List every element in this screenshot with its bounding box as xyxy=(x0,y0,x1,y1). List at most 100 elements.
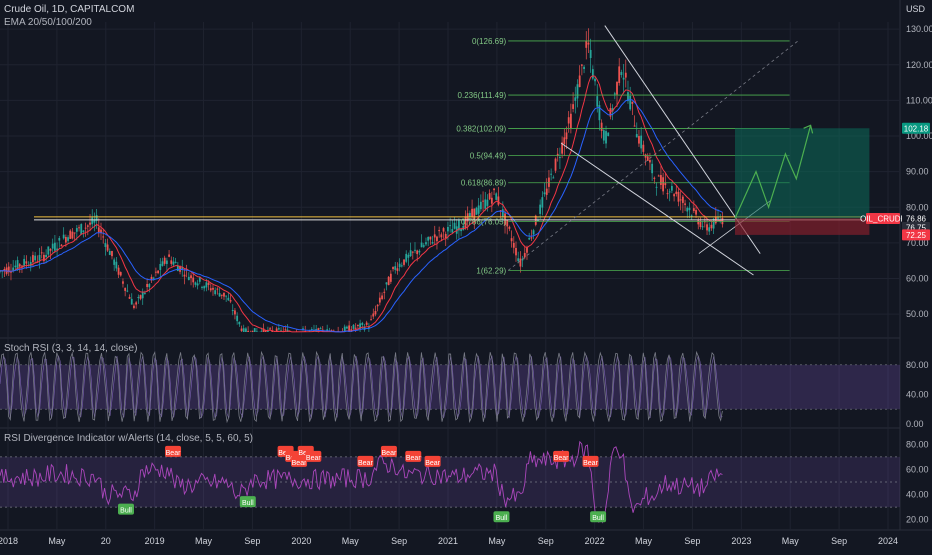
stoch-rsi-legend[interactable]: Stoch RSI (3, 3, 14, 14, close) xyxy=(4,343,137,354)
candle-body xyxy=(366,323,368,325)
candle-body xyxy=(577,84,579,98)
candle-body xyxy=(434,234,436,237)
candle-body xyxy=(693,208,695,211)
candle-body xyxy=(85,228,87,229)
candle-body xyxy=(408,255,410,258)
candle-body xyxy=(625,73,627,78)
rsi-divergence-legend[interactable]: RSI Divergence Indicator w/Alerts (14, c… xyxy=(4,433,253,444)
candle-body xyxy=(269,328,271,329)
candle-body xyxy=(159,264,161,270)
candle-body xyxy=(69,231,71,239)
candle-body xyxy=(405,254,407,262)
candle-body xyxy=(236,316,238,321)
fib-level-label: 0.382(102.09) xyxy=(456,125,506,134)
price-tick-label: 110.00 xyxy=(906,95,932,105)
candle-body xyxy=(118,268,120,275)
candle-body xyxy=(394,266,396,270)
candle-body xyxy=(91,218,93,225)
candle-body xyxy=(581,65,583,66)
time-tick-label: Sep xyxy=(538,536,554,546)
candle-body xyxy=(361,323,363,325)
candle-body xyxy=(509,227,511,229)
rsi-tick-label: 80.00 xyxy=(906,439,929,449)
candle-body xyxy=(238,322,240,324)
candle-body xyxy=(216,289,218,290)
candle-body xyxy=(225,296,227,297)
candle-body xyxy=(381,296,383,300)
candle-body xyxy=(410,250,412,256)
candle-body xyxy=(210,288,212,290)
candle-body xyxy=(682,197,684,203)
candle-body xyxy=(184,275,186,277)
price-tick-label: 130.00 xyxy=(906,24,932,34)
candle-body xyxy=(478,205,480,213)
candle-body xyxy=(14,266,16,267)
candle-body xyxy=(45,255,47,257)
candle-body xyxy=(346,327,348,329)
candle-body xyxy=(539,205,541,214)
candle-body xyxy=(355,328,357,329)
candle-body xyxy=(605,131,607,143)
candle-body xyxy=(153,278,155,279)
candle-body xyxy=(39,255,41,261)
bear-signal-label: Bear xyxy=(425,460,440,467)
candle-body xyxy=(129,297,131,299)
candle-body xyxy=(684,203,686,204)
candle-body xyxy=(671,186,673,191)
candle-body xyxy=(664,183,666,185)
candle-body xyxy=(574,97,576,101)
bull-signal-label: Bull xyxy=(592,515,604,522)
candle-body xyxy=(162,261,164,266)
candle-body xyxy=(146,284,148,287)
fib-level-label: 0.618(86.89) xyxy=(461,179,507,188)
candle-body xyxy=(568,117,570,123)
candle-body xyxy=(52,244,54,249)
candle-body xyxy=(144,293,146,294)
candle-body xyxy=(168,254,170,256)
candle-body xyxy=(711,225,713,228)
candle-body xyxy=(601,123,603,131)
candle-body xyxy=(675,192,677,194)
candle-body xyxy=(636,134,638,137)
candle-body xyxy=(403,259,405,264)
candle-body xyxy=(50,249,52,251)
candle-body xyxy=(357,325,359,326)
candle-body xyxy=(170,260,172,263)
candle-body xyxy=(372,313,374,316)
candle-body xyxy=(206,282,208,287)
time-tick-label: 2018 xyxy=(0,536,18,546)
candle-body xyxy=(379,298,381,303)
candle-body xyxy=(140,295,142,299)
candle-body xyxy=(76,228,78,232)
candle-body xyxy=(414,250,416,251)
price-label-symbol: OIL_CRUDE xyxy=(860,214,906,223)
candle-body xyxy=(440,234,442,237)
candle-body xyxy=(631,102,633,104)
candle-body xyxy=(201,287,203,288)
candle-body xyxy=(232,310,234,311)
candle-body xyxy=(678,192,680,202)
candle-body xyxy=(491,198,493,204)
symbol-title[interactable]: Crude Oil, 1D, CAPITALCOM xyxy=(4,4,134,15)
candle-body xyxy=(173,262,175,265)
candle-body xyxy=(107,244,109,250)
candle-body xyxy=(74,232,76,233)
candle-body xyxy=(695,210,697,215)
price-tick-label: 120.00 xyxy=(906,60,932,70)
candle-body xyxy=(592,69,594,78)
candle-body xyxy=(122,281,124,283)
fib-level-label: 0.236(111.49) xyxy=(458,91,507,100)
candle-body xyxy=(208,283,210,285)
candle-body xyxy=(386,282,388,284)
candle-body xyxy=(425,242,427,244)
candle-body xyxy=(102,236,104,237)
candle-body xyxy=(640,136,642,149)
candle-body xyxy=(47,246,49,254)
candle-body xyxy=(660,175,662,185)
ema-legend[interactable]: EMA 20/50/100/200 xyxy=(4,17,92,28)
candle-body xyxy=(388,277,390,285)
bear-signal-label: Bear xyxy=(406,455,421,462)
candle-body xyxy=(585,41,587,48)
